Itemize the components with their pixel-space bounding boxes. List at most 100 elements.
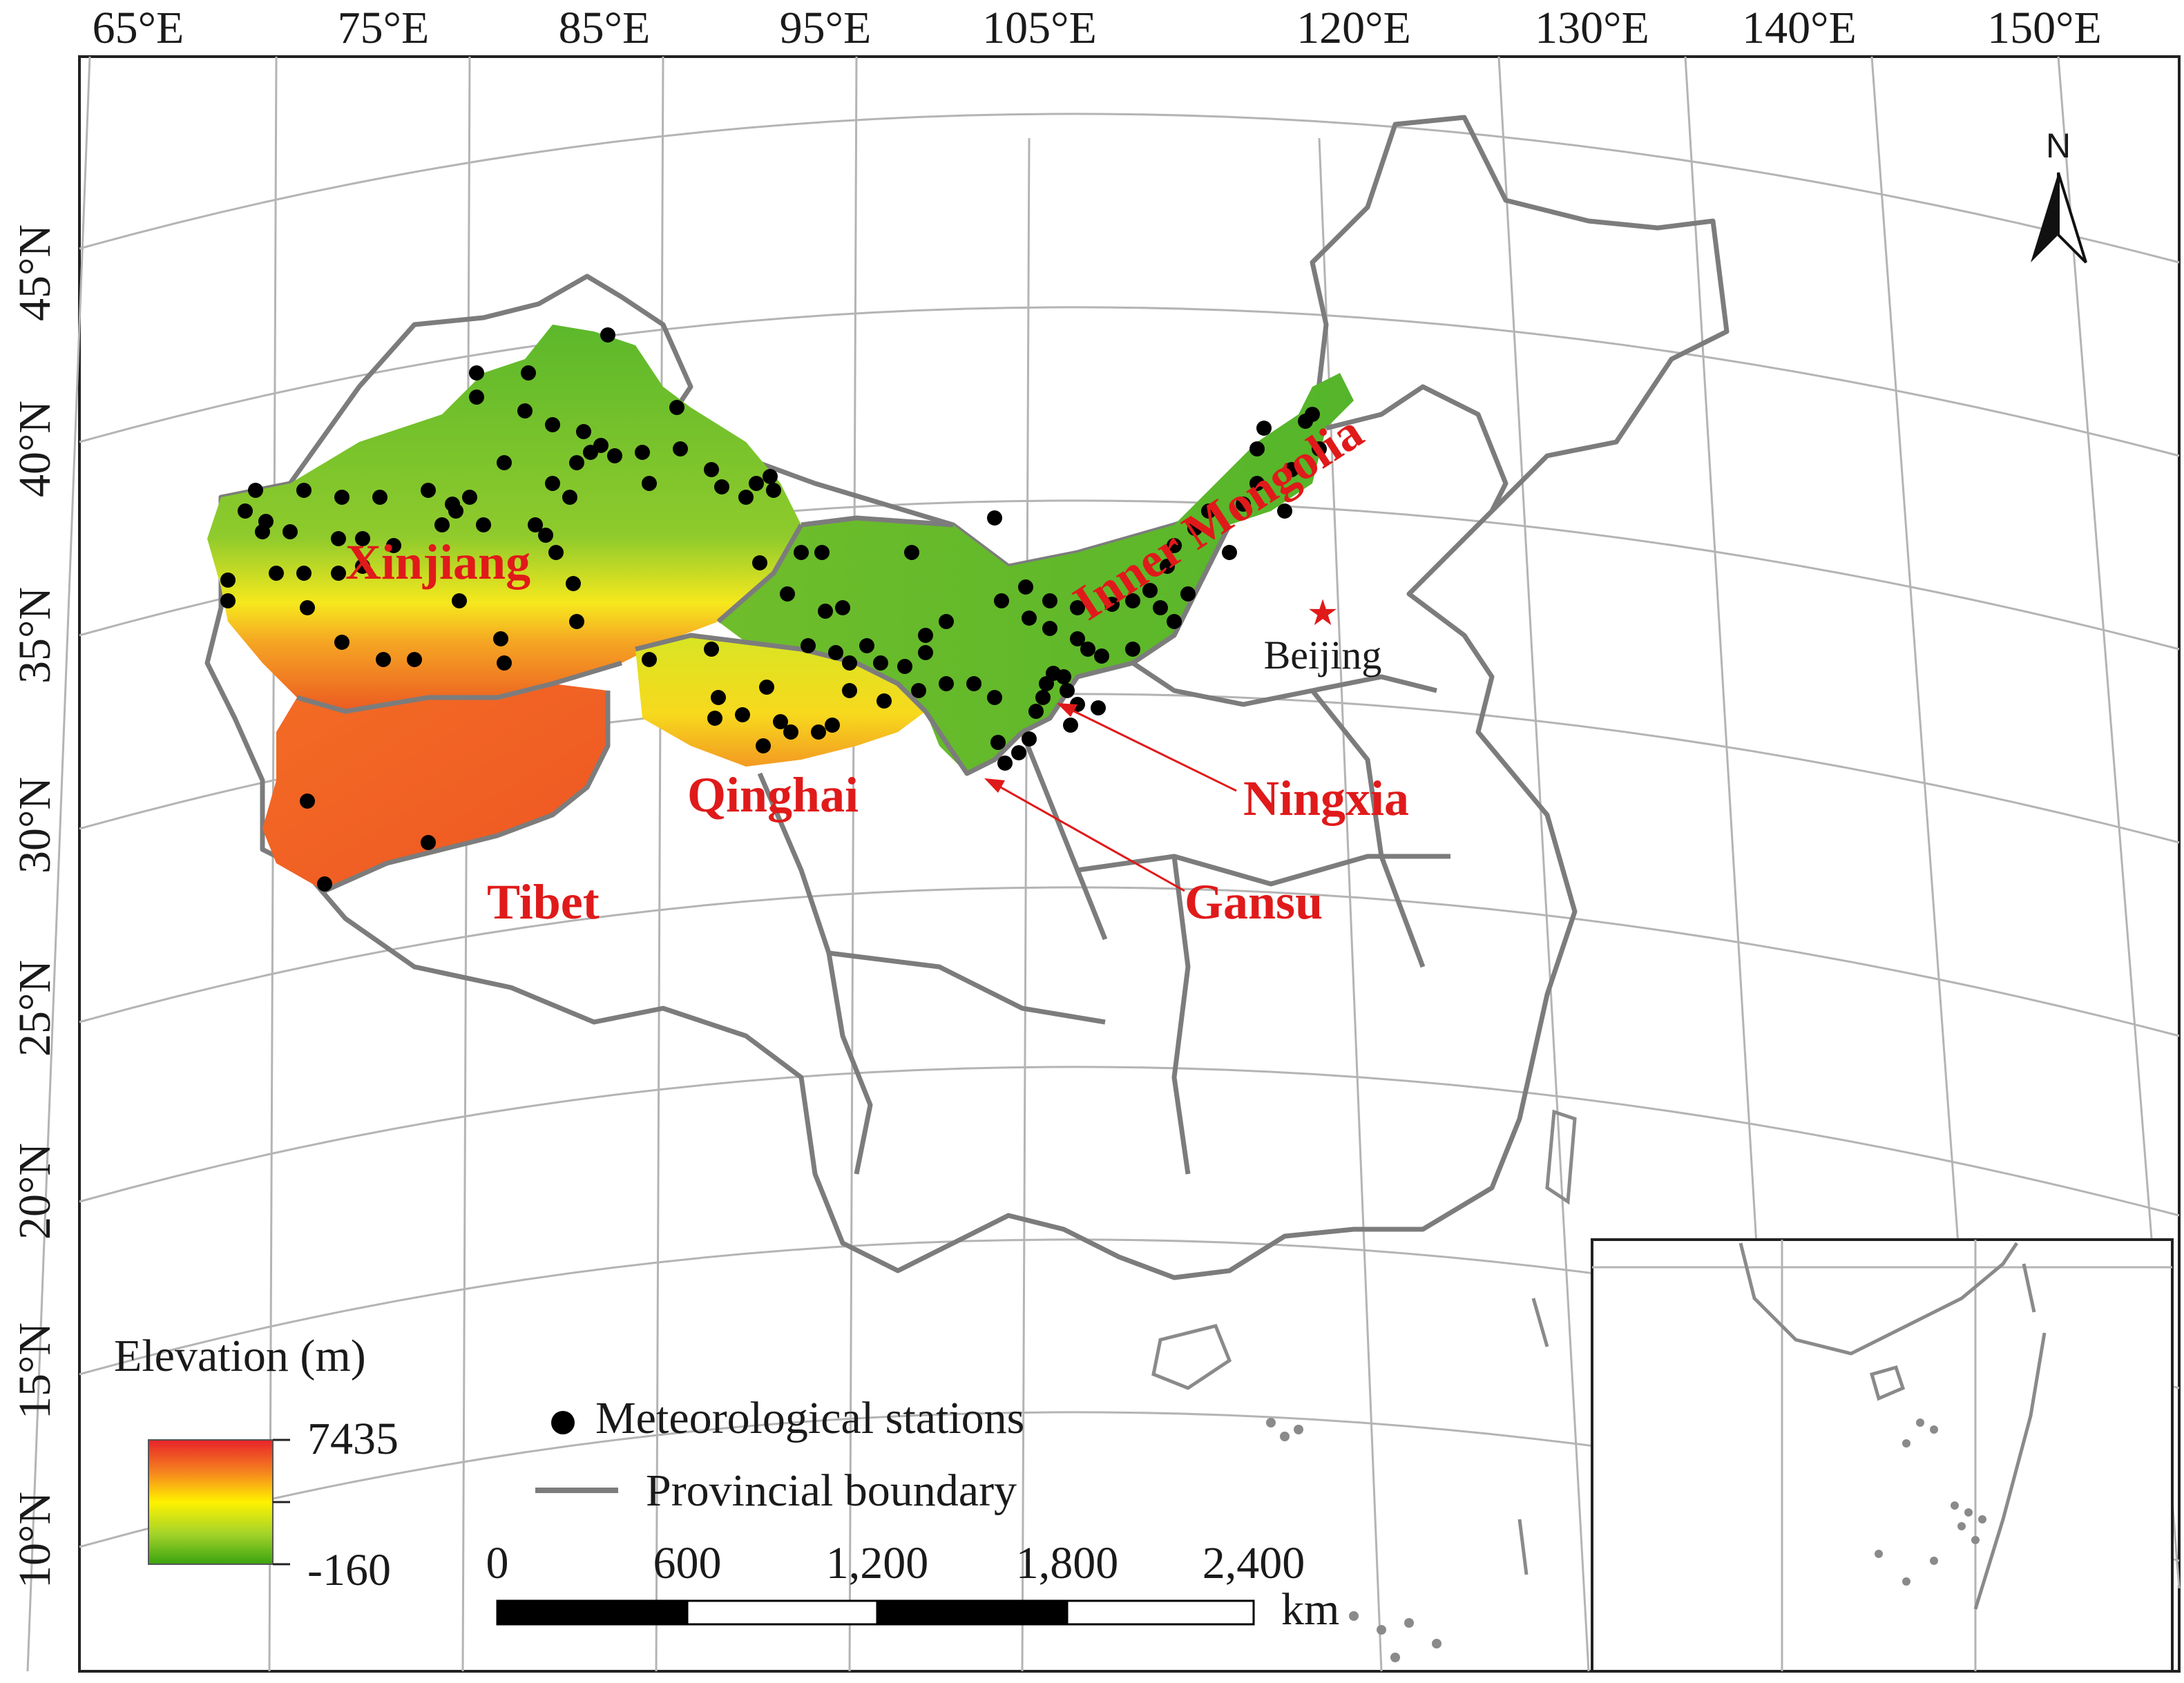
inset-map xyxy=(1591,1238,2174,1673)
station-marker xyxy=(1080,642,1095,657)
lat-label: 30°N xyxy=(10,777,60,874)
station-marker xyxy=(759,680,774,695)
station-marker xyxy=(569,614,584,629)
lon-label: 75°E xyxy=(338,3,430,53)
station-marker xyxy=(562,490,577,505)
station-marker xyxy=(1153,600,1168,615)
station-markers xyxy=(220,327,1327,892)
station-marker xyxy=(997,756,1013,771)
longitude-labels: 65°E 75°E 85°E 95°E 105°E 120°E 130°E 14… xyxy=(93,3,2102,53)
station-marker xyxy=(918,645,933,660)
station-marker xyxy=(835,600,850,615)
station-marker xyxy=(462,490,477,505)
region-label-gansu: Gansu xyxy=(1185,874,1323,930)
boundary-legend-label: Provincial boundary xyxy=(646,1465,1017,1516)
scale-bar: 0 600 1,200 1,800 2,400 km xyxy=(486,1538,1340,1635)
station-marker xyxy=(911,683,926,698)
lat-label: 45°N xyxy=(10,224,60,321)
lon-label: 140°E xyxy=(1742,3,1857,53)
station-marker xyxy=(904,545,919,560)
station-marker xyxy=(521,365,536,381)
station-marker xyxy=(707,711,722,726)
station-marker xyxy=(966,676,981,691)
elevation-max-label: 7435 xyxy=(307,1414,399,1464)
station-marker xyxy=(1060,683,1075,698)
station-marker xyxy=(372,490,387,505)
station-marker xyxy=(1249,476,1265,491)
station-marker xyxy=(994,593,1009,608)
station-marker xyxy=(1236,497,1251,512)
station-marker xyxy=(987,510,1002,526)
station-marker xyxy=(282,524,298,539)
station-marker xyxy=(1022,610,1037,626)
elevation-min-label: -160 xyxy=(307,1545,391,1595)
station-marker xyxy=(1125,642,1140,657)
station-marker xyxy=(1104,597,1120,612)
china-outline xyxy=(204,115,1730,1280)
station-marker xyxy=(220,593,236,608)
region-label-xinjiang: Xinjiang xyxy=(345,535,530,590)
scale-tick-label: 0 xyxy=(486,1538,509,1588)
latitude-labels: 45°N 40°N 35°N 30°N 25°N 20°N 15°N 10°N xyxy=(10,224,60,1588)
station-marker xyxy=(300,600,315,615)
svg-text:N: N xyxy=(2046,126,2071,165)
station-marker xyxy=(669,400,684,415)
station-marker xyxy=(1167,614,1182,629)
station-marker xyxy=(448,503,463,519)
station-marker xyxy=(545,417,560,432)
station-marker xyxy=(939,676,954,691)
station-marker xyxy=(1201,503,1216,519)
callout-arrows xyxy=(984,703,1237,892)
station-marker xyxy=(469,390,484,405)
station-marker xyxy=(794,545,809,560)
station-marker xyxy=(842,655,857,671)
lat-label: 15°N xyxy=(10,1323,60,1419)
station-marker xyxy=(566,576,581,591)
station-marker xyxy=(783,724,798,740)
station-marker xyxy=(818,604,833,619)
station-marker xyxy=(1091,700,1106,715)
station-marker xyxy=(300,794,315,809)
station-marker xyxy=(1180,586,1196,602)
hainan-island xyxy=(1151,1324,1232,1390)
station-marker xyxy=(763,469,778,484)
station-marker xyxy=(255,524,270,539)
station-marker xyxy=(1042,621,1057,636)
lon-label: 95°E xyxy=(780,3,872,53)
station-marker xyxy=(918,628,933,643)
station-marker xyxy=(334,490,349,505)
station-marker xyxy=(1187,521,1203,536)
station-marker xyxy=(248,483,263,498)
station-marker xyxy=(469,365,484,381)
station-marker xyxy=(897,659,912,674)
lon-label: 130°E xyxy=(1535,3,1649,53)
lat-label: 20°N xyxy=(10,1143,60,1240)
station-marker xyxy=(1277,503,1292,519)
lon-label: 150°E xyxy=(1987,3,2102,53)
station-legend-icon xyxy=(551,1411,575,1434)
station-marker xyxy=(355,531,370,546)
station-marker xyxy=(990,735,1006,750)
station-marker xyxy=(476,517,491,532)
station-marker xyxy=(1011,745,1026,760)
station-marker xyxy=(421,835,436,850)
station-marker xyxy=(296,483,312,498)
station-marker xyxy=(756,738,771,753)
station-marker xyxy=(1222,545,1237,560)
station-marker xyxy=(711,690,726,705)
station-marker xyxy=(635,445,650,460)
station-marker xyxy=(355,559,370,574)
station-marker xyxy=(814,545,830,560)
station-marker xyxy=(528,517,543,532)
station-marker xyxy=(576,424,591,439)
station-marker xyxy=(407,652,422,667)
station-marker xyxy=(766,483,781,498)
symbol-legend: Meteorological stations Provincial bound… xyxy=(535,1393,1024,1516)
station-marker xyxy=(269,566,284,581)
region-label-ningxia: Ningxia xyxy=(1243,771,1409,826)
station-marker xyxy=(434,517,450,532)
station-marker xyxy=(801,638,816,653)
station-marker xyxy=(1022,731,1037,747)
station-marker xyxy=(1160,559,1175,574)
